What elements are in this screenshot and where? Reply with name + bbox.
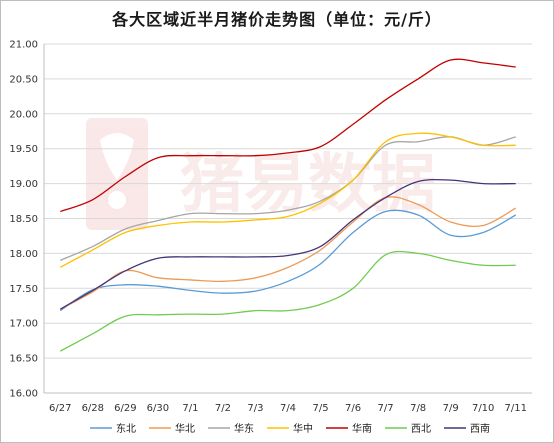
x-tick-label: 6/29 xyxy=(114,403,136,414)
series-line-华东 xyxy=(60,136,516,261)
y-tick-label: 18.50 xyxy=(9,214,38,225)
series-line-华北 xyxy=(59,196,517,310)
x-tick-label: 7/6 xyxy=(345,403,361,414)
watermark-logo xyxy=(86,118,148,230)
y-tick-label: 20.00 xyxy=(9,109,38,120)
series-lines xyxy=(59,58,517,352)
grid-lines xyxy=(44,43,532,394)
chart-title: 各大区域近半月猪价走势图（单位：元/斤） xyxy=(112,10,442,29)
y-tick-label: 16.00 xyxy=(9,389,38,400)
y-tick-label: 17.50 xyxy=(9,284,38,295)
x-tick-label: 7/2 xyxy=(215,403,231,414)
y-tick-label: 21.00 xyxy=(9,40,38,51)
x-tick-label: 7/11 xyxy=(504,403,526,414)
x-axis: 6/27 6/28 6/29 6/30 7/1 7/2 7/3 7/4 7/5 7/6 7/7 7/8… xyxy=(44,392,532,414)
legend-label: 华南 xyxy=(352,422,372,435)
y-tick-label: 20.50 xyxy=(9,74,38,85)
series-line-西南 xyxy=(59,178,516,310)
x-tick-label: 7/1 xyxy=(182,403,198,414)
y-tick-label: 19.50 xyxy=(9,144,38,155)
x-tick-label: 6/27 xyxy=(49,403,71,414)
legend-label: 华中 xyxy=(293,422,313,435)
legend-label: 东北 xyxy=(116,422,136,435)
x-tick-label: 7/4 xyxy=(280,403,296,414)
y-tick-label: 19.00 xyxy=(9,179,38,190)
legend-label: 西北 xyxy=(411,423,431,435)
x-tick-label: 7/10 xyxy=(472,403,494,414)
y-tick-label: 18.00 xyxy=(9,249,38,260)
x-tick-label: 6/28 xyxy=(82,403,104,414)
x-tick-label: 7/8 xyxy=(410,403,426,414)
x-tick-label: 7/7 xyxy=(378,403,394,414)
legend-label: 华东 xyxy=(234,422,254,435)
y-axis: 16.00 16.50 17.00 17.50 18.00 18.50 19.00 19.50… xyxy=(9,40,45,400)
series-line-华南 xyxy=(60,58,516,213)
legend: 东北 华北 华东 华中 华南 西北 西南 xyxy=(90,422,490,435)
series-line-西北 xyxy=(59,250,516,352)
legend-label: 西南 xyxy=(470,422,490,435)
y-tick-label: 16.50 xyxy=(9,354,38,365)
x-tick-label: 7/5 xyxy=(312,403,328,414)
y-tick-label: 17.00 xyxy=(9,319,38,330)
legend-label: 华北 xyxy=(175,422,195,435)
series-line-华中 xyxy=(59,132,516,268)
x-tick-label: 7/9 xyxy=(443,403,459,414)
x-tick-label: 7/3 xyxy=(247,403,263,414)
series-line-东北 xyxy=(59,209,517,312)
x-tick-label: 6/30 xyxy=(147,403,169,414)
